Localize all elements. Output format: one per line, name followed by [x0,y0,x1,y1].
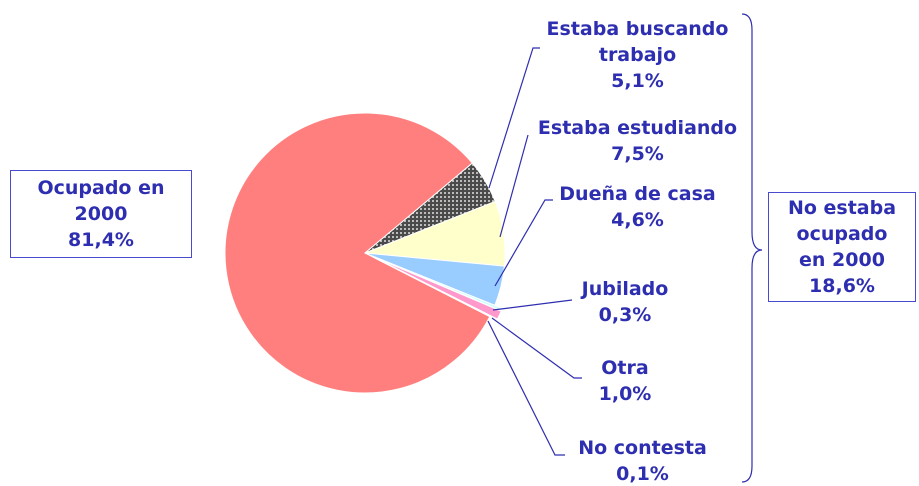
value-label: 0,1% [616,463,669,485]
slice-label: Estaba estudiando 7,5% [515,115,760,167]
slice-label: No contesta 0,1% [555,435,730,486]
slice-label: Otra 1,0% [570,355,680,407]
leader-lines [487,13,763,483]
category-label: Otra [601,357,649,379]
leader-line [487,320,565,456]
category-label: Jubilado [581,278,669,300]
slice-label: Dueña de casa 4,6% [530,181,745,233]
leader-line [491,317,582,379]
leader-line [492,299,573,311]
group-brace [741,13,763,483]
leader-line [494,199,553,287]
slice-label: Estaba buscando trabajo 5,1% [530,16,745,94]
group-value-label: 18,6% [809,275,875,297]
category-label: Ocupado en 2000 [37,177,165,225]
value-label: 0,3% [598,304,652,326]
value-label: 81,4% [68,229,134,251]
slice-label: Ocupado en 2000 81,4% [10,170,192,258]
value-label: 1,0% [598,383,652,405]
value-label: 5,1% [611,70,664,92]
category-label: Dueña de casa [559,183,716,205]
category-label: Estaba estudiando [537,117,738,139]
leader-line [488,47,540,189]
group-name: No estaba ocupado en 2000 [787,197,897,271]
category-label: No contesta [578,437,707,459]
category-label: Estaba buscando trabajo [546,18,729,66]
slice-label: Jubilado 0,3% [560,276,690,328]
value-label: 4,6% [611,209,664,231]
value-label: 7,5% [611,143,664,165]
group-label: No estaba ocupado en 2000 18,6% [768,192,916,302]
leader-line [499,134,529,238]
pie-slice [371,256,498,321]
pie-slice [224,112,491,394]
